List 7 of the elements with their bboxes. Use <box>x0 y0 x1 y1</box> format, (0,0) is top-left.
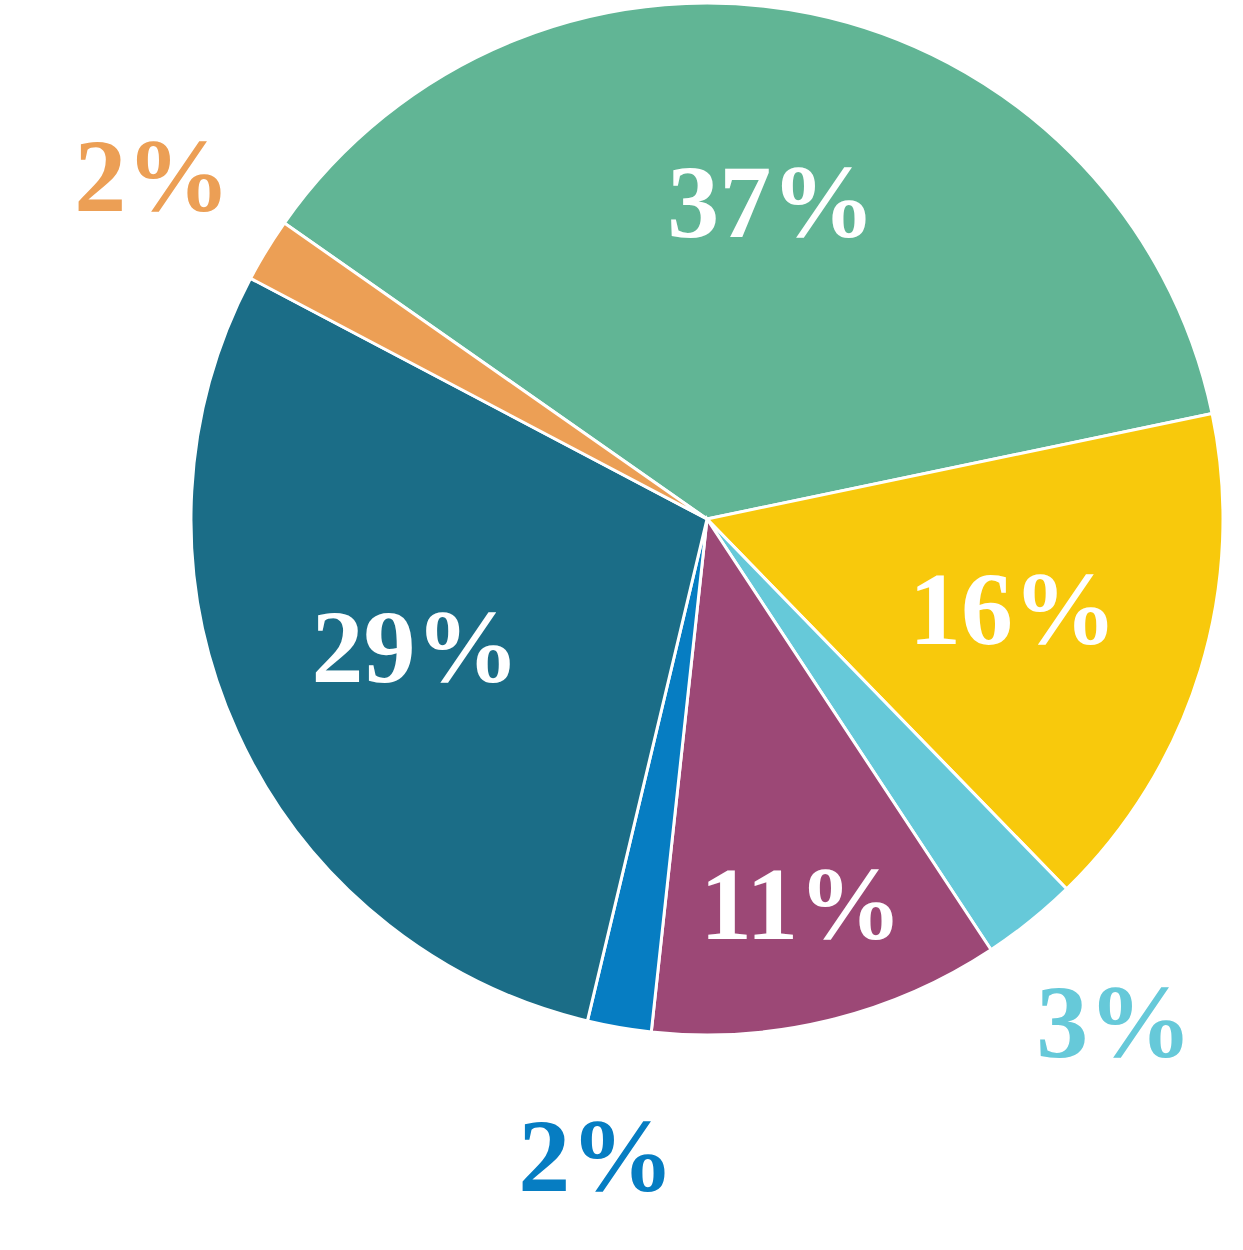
data-label: 37% <box>667 143 876 259</box>
data-label: 3% <box>1036 963 1193 1079</box>
data-label: 11% <box>699 845 903 961</box>
data-label: 2% <box>518 1097 675 1213</box>
data-label: 29% <box>311 589 520 705</box>
data-label: 16% <box>909 550 1118 666</box>
data-label: 2% <box>74 118 231 234</box>
